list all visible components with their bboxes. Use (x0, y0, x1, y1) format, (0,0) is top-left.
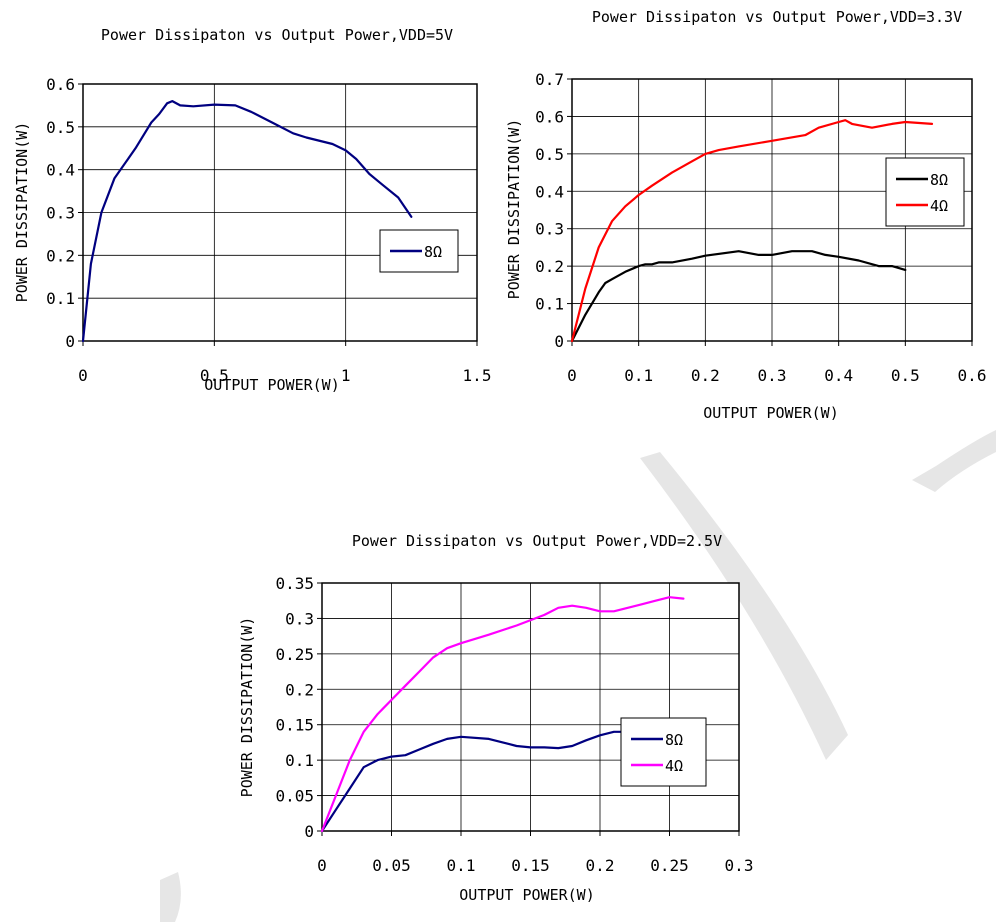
y-tick-label: 0.6 (535, 107, 564, 126)
y-tick-label: 0.25 (275, 645, 314, 664)
x-tick-label: 0.1 (447, 856, 476, 875)
x-axis-label: OUTPUT POWER(W) (204, 376, 339, 394)
legend-box (620, 717, 707, 787)
x-tick-label: 0 (78, 366, 88, 385)
x-tick-label: 0.3 (758, 366, 787, 385)
watermark-stroke (160, 872, 181, 922)
y-tick-label: 0 (65, 332, 75, 351)
x-tick-label: 0.5 (891, 366, 920, 385)
chart-vdd-3-3v: Power Dissipaton vs Output Power,VDD=3.3… (505, 8, 986, 422)
chart-title: Power Dissipaton vs Output Power,VDD=2.5… (352, 532, 722, 550)
y-tick-label: 0.4 (46, 161, 75, 180)
legend-label: 8Ω (930, 171, 948, 189)
y-tick-label: 0.3 (285, 609, 314, 628)
x-tick-label: 0.05 (372, 856, 411, 875)
x-tick-label: 0.1 (624, 366, 653, 385)
y-tick-label: 0.3 (535, 220, 564, 239)
chart-title: Power Dissipaton vs Output Power,VDD=5V (101, 26, 453, 44)
chart-title: Power Dissipaton vs Output Power,VDD=3.3… (592, 8, 962, 26)
x-tick-label: 0.4 (824, 366, 853, 385)
y-tick-label: 0.1 (46, 289, 75, 308)
y-tick-label: 0.5 (535, 145, 564, 164)
y-tick-label: 0.05 (275, 787, 314, 806)
y-tick-label: 0 (554, 332, 564, 351)
y-axis-label: POWER DISSIPATION(W) (505, 119, 523, 300)
x-tick-label: 0.6 (958, 366, 987, 385)
chart-vdd-2-5v: Power Dissipaton vs Output Power,VDD=2.5… (238, 532, 753, 904)
x-axis-label: OUTPUT POWER(W) (459, 886, 594, 904)
y-tick-label: 0.4 (535, 182, 564, 201)
y-axis-label: POWER DISSIPATION(W) (13, 122, 31, 303)
y-tick-label: 0.2 (285, 680, 314, 699)
series-line-1 (570, 250, 907, 343)
x-tick-label: 0 (317, 856, 327, 875)
series-line-2 (570, 119, 934, 343)
x-tick-label: 0.15 (511, 856, 550, 875)
legend-label: 4Ω (930, 197, 948, 215)
y-tick-label: 0.3 (46, 204, 75, 223)
x-tick-label: 1.5 (463, 366, 492, 385)
watermark-stroke (912, 430, 996, 492)
x-tick-label: 0 (567, 366, 577, 385)
y-tick-label: 0.1 (535, 295, 564, 314)
y-tick-label: 0.2 (535, 257, 564, 276)
y-tick-label: 0.15 (275, 716, 314, 735)
legend-label: 8Ω (424, 243, 442, 261)
x-tick-label: 0.3 (725, 856, 754, 875)
series-line-1 (81, 99, 413, 343)
chart-vdd-5v: Power Dissipaton vs Output Power,VDD=5V 0… (13, 26, 491, 394)
x-tick-label: 0.2 (586, 856, 615, 875)
watermark-stroke (640, 452, 848, 760)
legend-box (885, 157, 965, 227)
x-axis-label: OUTPUT POWER(W) (703, 404, 838, 422)
x-tick-label: 0.5 (200, 366, 229, 385)
series-line-2 (320, 596, 685, 833)
y-tick-label: 0.5 (46, 118, 75, 137)
series-line-1 (320, 730, 629, 833)
legend-label: 8Ω (665, 731, 683, 749)
x-tick-label: 0.2 (691, 366, 720, 385)
y-tick-label: 0.2 (46, 246, 75, 265)
y-axis-label: POWER DISSIPATION(W) (238, 617, 256, 798)
x-tick-label: 0.25 (650, 856, 689, 875)
legend: 8Ω (379, 229, 459, 273)
y-tick-label: 0 (304, 822, 314, 841)
y-tick-label: 0.6 (46, 75, 75, 94)
y-tick-label: 0.1 (285, 751, 314, 770)
y-tick-label: 0.35 (275, 574, 314, 593)
watermark (160, 430, 996, 922)
x-tick-label: 1 (341, 366, 351, 385)
legend-label: 4Ω (665, 757, 683, 775)
y-tick-label: 0.7 (535, 70, 564, 89)
